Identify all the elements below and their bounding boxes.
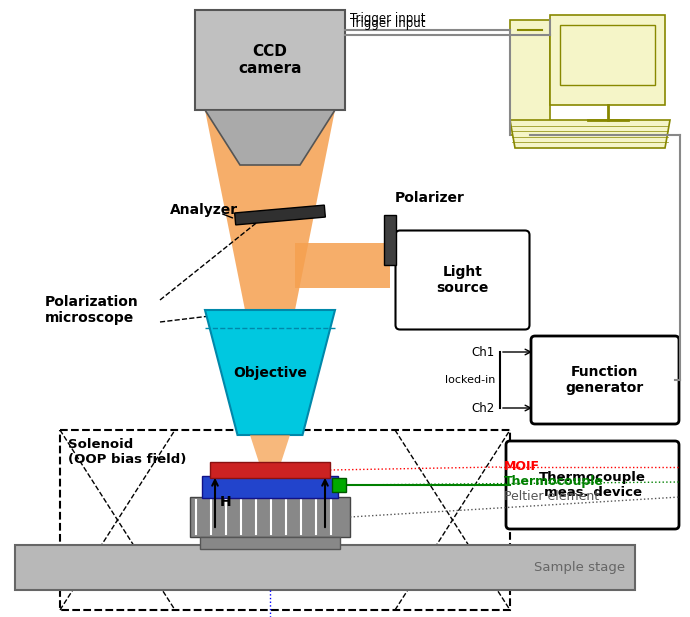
FancyBboxPatch shape: [395, 231, 529, 329]
Text: Trigger input: Trigger input: [350, 12, 426, 25]
Text: Thermocouple
meas. device: Thermocouple meas. device: [539, 471, 646, 499]
Text: Trigger input: Trigger input: [350, 17, 426, 30]
Text: Objective: Objective: [233, 365, 307, 379]
FancyBboxPatch shape: [506, 441, 679, 529]
Text: Function
generator: Function generator: [566, 365, 644, 395]
Bar: [60, 430, 510, 610]
Text: Peltier element: Peltier element: [504, 491, 599, 503]
Text: Polarization
microscope: Polarization microscope: [45, 295, 139, 325]
Text: Solenoid
(OOP bias field): Solenoid (OOP bias field): [68, 438, 186, 466]
Bar: [200, 537, 340, 549]
Bar: [332, 478, 346, 492]
Polygon shape: [384, 215, 396, 265]
Text: Ch1: Ch1: [472, 346, 495, 358]
Text: Thermocouple: Thermocouple: [504, 476, 604, 489]
Text: Polarizer: Polarizer: [395, 191, 465, 205]
Polygon shape: [205, 310, 335, 435]
Polygon shape: [235, 205, 326, 225]
Bar: [15, 545, 635, 590]
Bar: [560, 25, 655, 85]
Text: Analyzer: Analyzer: [170, 203, 238, 217]
Bar: [195, 10, 345, 110]
Polygon shape: [205, 110, 335, 165]
Text: Light
source: Light source: [436, 265, 489, 295]
Polygon shape: [295, 242, 390, 288]
Text: CCD
camera: CCD camera: [238, 44, 302, 77]
Text: locked-in: locked-in: [444, 375, 495, 385]
Polygon shape: [250, 435, 290, 478]
FancyBboxPatch shape: [531, 336, 679, 424]
Text: Sample stage: Sample stage: [534, 561, 625, 574]
Polygon shape: [510, 120, 670, 148]
Text: Ch2: Ch2: [472, 402, 495, 415]
Bar: [510, 20, 550, 135]
Bar: [550, 15, 665, 105]
Bar: [210, 462, 330, 478]
Polygon shape: [205, 110, 335, 310]
Text: MOIF: MOIF: [504, 460, 540, 473]
Text: H: H: [220, 495, 232, 510]
Bar: [202, 476, 338, 498]
Bar: [190, 497, 350, 537]
